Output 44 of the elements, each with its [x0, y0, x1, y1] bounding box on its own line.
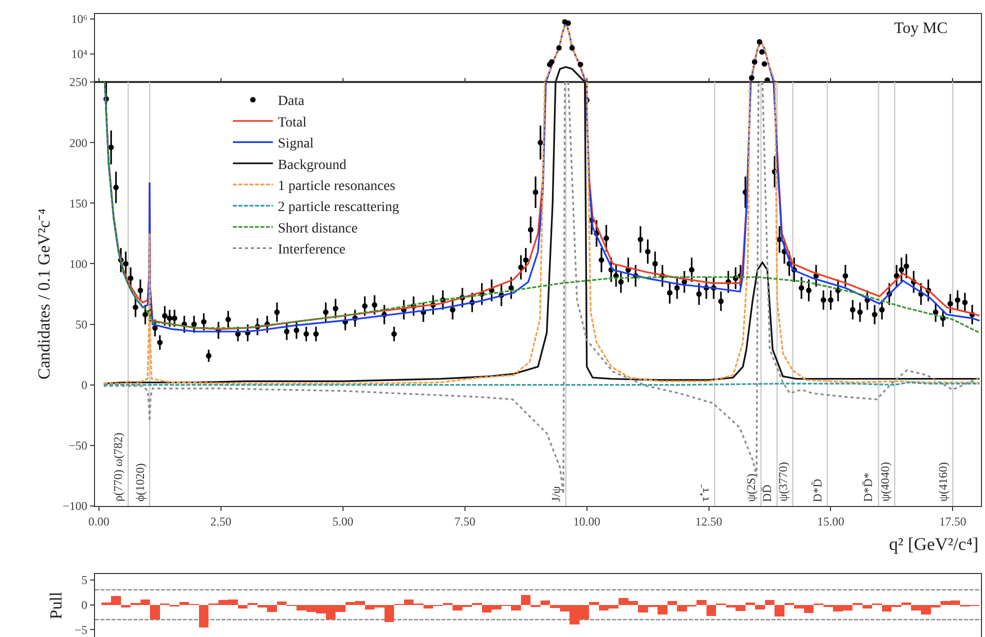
legend-label: Signal [278, 136, 314, 152]
y-tick-label: 150 [69, 196, 88, 210]
ref-line-label: ψ(3770) [776, 462, 790, 502]
legend-label: Interference [278, 242, 346, 258]
y-tick-label: 100 [69, 256, 88, 271]
legend-label: Data [278, 94, 306, 110]
x-tick-label: 7.50 [454, 514, 476, 529]
y-axis-title: Pull [46, 592, 66, 620]
ref-line-label: D*D̄* [861, 472, 876, 502]
ref-line-label: ψ(2S) [744, 474, 758, 502]
x-tick-label: 12.50 [695, 514, 722, 529]
legend-label: Total [278, 115, 307, 130]
ref-line-label: ϕ(1020) [132, 463, 147, 502]
y-tick-label: 250 [69, 75, 88, 90]
legend-label: 2 particle rescattering [278, 200, 400, 216]
y-tick-label: −100 [62, 499, 88, 514]
y-axis-title: Candidates / 0.1 GeV²c⁻⁴ [34, 208, 54, 380]
ref-line-label: D*D̄ [810, 478, 824, 502]
x-tick-label: 0.00 [88, 514, 110, 529]
x-tick-label: 10.00 [573, 514, 600, 529]
legend-label: 1 particle resonances [278, 178, 396, 194]
x-tick-label: 2.50 [210, 514, 232, 529]
y-tick-label: −5 [74, 622, 88, 637]
y-tick-label: 50 [75, 317, 88, 332]
y-tick-label: 5 [81, 573, 88, 588]
legend-label: Short distance [278, 221, 358, 236]
x-tick-label: 17.50 [939, 514, 966, 529]
annotation: Toy MC [894, 20, 948, 37]
ref-line-label: τ⁺τ⁻ [698, 484, 712, 502]
ref-line-label: ρ(770) ω(782) [110, 432, 125, 502]
y-tick-label: 10⁴ [71, 47, 88, 62]
x-tick-label: 5.00 [332, 514, 354, 529]
y-tick-label: 10⁶ [71, 12, 88, 26]
ref-line-label: ψ(4160) [936, 462, 950, 502]
ref-line-label: ψ(4040) [878, 462, 892, 502]
legend-label: Background [278, 158, 346, 173]
x-axis-title: q² [GeV²/c⁴] [889, 534, 979, 554]
y-tick-label: 200 [69, 136, 88, 150]
x-tick-label: 15.00 [817, 514, 844, 529]
y-tick-label: 0 [81, 378, 88, 392]
y-tick-label: −50 [68, 438, 88, 453]
ref-line-label: DD̄ [760, 484, 774, 502]
y-tick-label: 0 [81, 598, 88, 612]
ref-line-label: J/ψ [548, 486, 563, 502]
